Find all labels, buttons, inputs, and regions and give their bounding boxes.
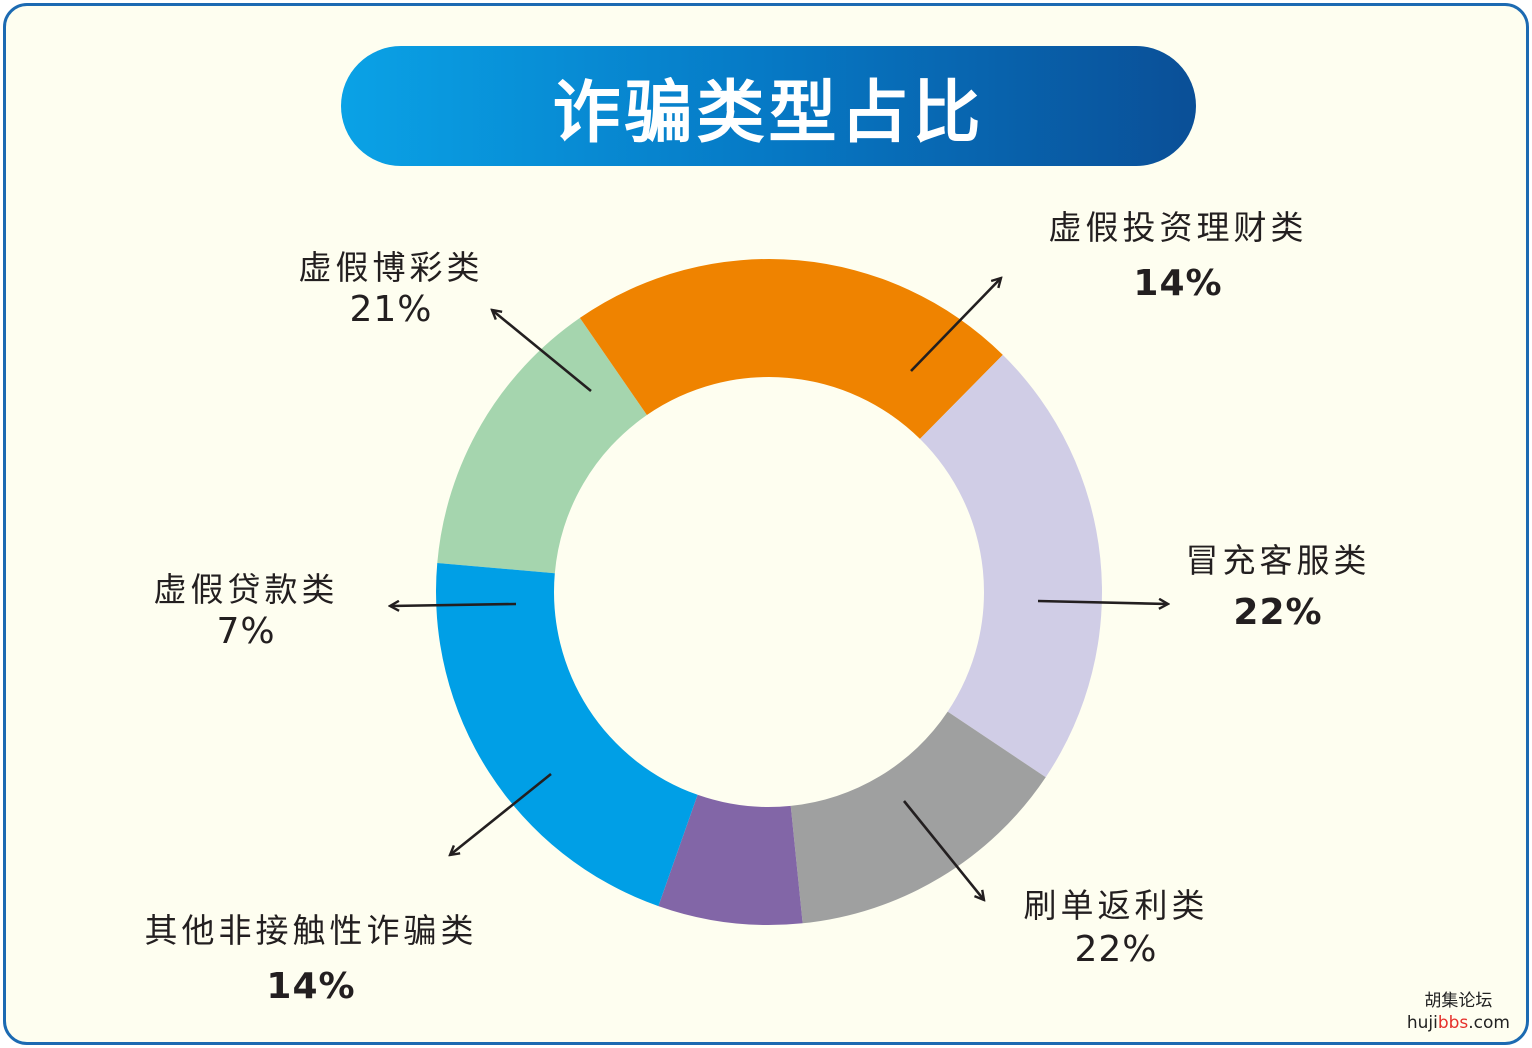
slice-name-loan: 虚假贷款类 <box>153 570 339 609</box>
slice-pct-gambling: 21% <box>349 289 433 330</box>
leader-arrow-gambling <box>492 310 592 393</box>
leader-arrow-investment <box>910 278 1001 372</box>
leader-arrow-loan <box>390 604 517 606</box>
label-customer-service: 冒充客服类 22% <box>1168 534 1388 633</box>
slice-loan <box>658 794 803 926</box>
label-gambling: 虚假博彩类 21% <box>286 241 496 330</box>
watermark-domain-brand: bbs <box>1437 1013 1469 1033</box>
watermark-cn: 胡集论坛 <box>1424 991 1493 1011</box>
chart-frame: 诈骗类型占比 虚假投资理财类 14% 冒充客服类 22% 刷单返利类 22% 其… <box>3 3 1529 1045</box>
chart-title: 诈骗类型占比 <box>552 73 985 153</box>
slice-gambling <box>436 562 698 907</box>
slice-name-customer-service: 冒充客服类 <box>1185 541 1371 580</box>
slice-pct-loan: 7% <box>216 611 276 652</box>
slice-pct-investment: 14% <box>1133 263 1223 304</box>
watermark-domain-post: .com <box>1468 1013 1510 1033</box>
leader-arrow-order-brushing <box>902 800 984 900</box>
leader-arrow-customer-service <box>1037 601 1168 604</box>
label-order-brushing: 刷单返利类 22% <box>1006 879 1226 970</box>
slice-order-brushing <box>919 354 1102 778</box>
donut-chart <box>6 259 1526 926</box>
slice-name-investment: 虚假投资理财类 <box>1048 208 1308 247</box>
slice-pct-order-brushing: 22% <box>1074 929 1158 970</box>
slice-customer-service <box>579 259 1003 439</box>
slice-name-other: 其他非接触性诈骗类 <box>144 911 478 950</box>
title-banner: 诈骗类型占比 <box>341 46 1196 166</box>
watermark-domain-pre: huji <box>1406 1013 1438 1033</box>
watermark: 胡集论坛 hujibbs.com <box>1407 990 1510 1034</box>
label-investment: 虚假投资理财类 14% <box>1028 201 1328 304</box>
label-loan: 虚假贷款类 7% <box>141 563 351 652</box>
slice-name-order-brushing: 刷单返利类 <box>1023 886 1209 925</box>
leader-arrow-other <box>450 772 552 855</box>
slice-pct-other: 14% <box>266 966 356 1007</box>
slice-name-gambling: 虚假博彩类 <box>298 248 484 287</box>
slice-pct-customer-service: 22% <box>1233 592 1323 633</box>
slice-investment <box>437 317 647 574</box>
watermark-domain: hujibbs.com <box>1407 1012 1510 1034</box>
label-other: 其他非接触性诈骗类 14% <box>126 904 496 1007</box>
